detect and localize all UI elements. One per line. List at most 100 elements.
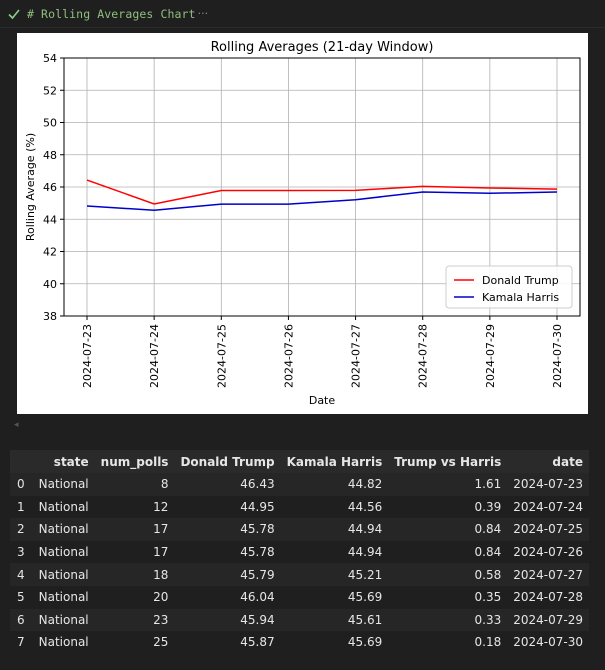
table-cell: 12 (94, 495, 175, 519)
table-cell: 45.78 (174, 540, 281, 564)
row-index: 4 (10, 563, 29, 586)
check-icon (8, 8, 20, 19)
table-cell: National (28, 518, 95, 541)
table-cell: 17 (94, 540, 175, 564)
table-row: 7 National 25 45.87 45.69 0.18 2024-07-30 (10, 631, 589, 654)
table-cell: 45.87 (174, 631, 281, 654)
x-tick-label: 2024-07-26 (282, 324, 295, 388)
scroll-left-icon[interactable]: ◂ (14, 420, 19, 430)
x-tick-label: 2024-07-30 (551, 324, 564, 388)
y-tick-label: 52 (43, 84, 57, 97)
table-cell: 45.79 (174, 563, 281, 586)
table-row: 3 National 17 45.78 44.94 0.84 2024-07-26 (10, 540, 589, 564)
table-row: 2 National 17 45.78 44.94 0.84 2024-07-25 (10, 518, 589, 541)
x-tick-label: 2024-07-25 (215, 324, 228, 388)
column-header: Donald Trump (174, 450, 281, 473)
row-index: 3 (10, 540, 29, 564)
y-tick-label: 50 (43, 117, 57, 130)
row-index: 7 (10, 631, 29, 654)
index-header (10, 450, 29, 473)
table-cell: 0.35 (388, 585, 508, 609)
table-cell: National (28, 585, 95, 609)
column-header: state (28, 450, 95, 473)
row-index: 0 (10, 473, 29, 496)
y-axis-label: Rolling Average (%) (24, 133, 37, 241)
table-row: 5 National 20 46.04 45.69 0.35 2024-07-28 (10, 585, 589, 609)
table-cell: 44.56 (280, 495, 389, 519)
table-cell: 44.94 (280, 540, 389, 564)
y-tick-label: 40 (43, 278, 57, 291)
y-tick-label: 44 (43, 213, 57, 226)
table-header-row: state num_polls Donald Trump Kamala Harris T… (10, 450, 589, 473)
table-cell: 45.78 (174, 518, 281, 541)
table-cell: 20 (94, 585, 175, 609)
table-cell: 2024-07-29 (507, 608, 589, 632)
table-cell: National (28, 608, 95, 632)
column-header: Kamala Harris (280, 450, 389, 473)
more-icon[interactable]: ··· (197, 7, 209, 20)
table-cell: 2024-07-28 (507, 585, 589, 609)
y-tick-label: 46 (43, 181, 57, 194)
table-cell: National (28, 495, 95, 519)
legend-label: Donald Trump (482, 274, 559, 287)
table-cell: 44.82 (280, 473, 389, 496)
row-index: 1 (10, 495, 29, 519)
table-row: 6 National 23 45.94 45.61 0.33 2024-07-29 (10, 608, 589, 632)
table-cell: 2024-07-26 (507, 540, 589, 564)
y-tick-label: 48 (43, 149, 57, 162)
series-line-donald-trump (86, 179, 558, 205)
legend-label: Kamala Harris (482, 291, 559, 304)
table-row: 1 National 12 44.95 44.56 0.39 2024-07-24 (10, 495, 589, 519)
row-index: 2 (10, 518, 29, 541)
series-line-kamala-harris (86, 191, 558, 211)
y-tick-label: 54 (43, 52, 57, 65)
rolling-averages-chart: 38 40 42 44 46 48 50 52 54 2024-07-23 2024-07-24 20… (24, 40, 581, 407)
column-header: num_polls (94, 450, 175, 473)
chart-title: Rolling Averages (21-day Window) (211, 40, 434, 55)
table-cell: 45.61 (280, 608, 389, 632)
table-cell: 2024-07-27 (507, 563, 589, 586)
x-tick-label: 2024-07-23 (81, 324, 94, 388)
cell-title: # Rolling Averages Chart (27, 6, 196, 21)
table-cell: 46.43 (174, 473, 281, 496)
table-cell: 44.95 (174, 495, 281, 519)
x-tick-label: 2024-07-29 (484, 324, 497, 388)
table-cell: 2024-07-24 (507, 495, 589, 519)
table-row: 4 National 18 45.79 45.21 0.58 2024-07-27 (10, 563, 589, 586)
table-cell: 0.58 (388, 563, 508, 586)
table-cell: 2024-07-30 (507, 631, 589, 654)
table-cell: 23 (94, 608, 175, 632)
table-cell: 45.94 (174, 608, 281, 632)
table-cell: National (28, 631, 95, 654)
table-cell: 2024-07-25 (507, 518, 589, 541)
table-row: 0 National 8 46.43 44.82 1.61 2024-07-23 (10, 473, 589, 496)
table-cell: 0.33 (388, 608, 508, 632)
row-index: 6 (10, 608, 29, 632)
x-tick-label: 2024-07-27 (350, 324, 363, 388)
table-cell: 44.94 (280, 518, 389, 541)
cell-header[interactable]: # Rolling Averages Chart ··· (0, 0, 605, 28)
table-cell: National (28, 473, 95, 496)
table-cell: 45.69 (280, 631, 389, 654)
table-cell: National (28, 563, 95, 586)
table-cell: 25 (94, 631, 175, 654)
table-cell: 0.39 (388, 495, 508, 519)
legend-box (445, 265, 573, 309)
table-cell: 1.61 (388, 473, 508, 496)
table-cell: 18 (94, 563, 175, 586)
column-header: Trump vs Harris (388, 450, 508, 473)
table-cell: 0.18 (388, 631, 508, 654)
y-tick-label: 42 (43, 246, 57, 259)
x-tick-label: 2024-07-24 (148, 324, 161, 388)
table-cell: 0.84 (388, 540, 508, 564)
table-cell: 45.69 (280, 585, 389, 609)
table-cell: 0.84 (388, 518, 508, 541)
table-cell: 2024-07-23 (507, 473, 589, 496)
column-header: date (507, 450, 589, 473)
table-cell: 45.21 (280, 563, 389, 586)
x-tick-label: 2024-07-28 (417, 324, 430, 388)
table-cell: 8 (94, 473, 175, 496)
table-cell: 17 (94, 518, 175, 541)
dataframe-table: state num_polls Donald Trump Kamala Harris T… (10, 450, 589, 654)
y-tick-label: 38 (43, 310, 57, 323)
